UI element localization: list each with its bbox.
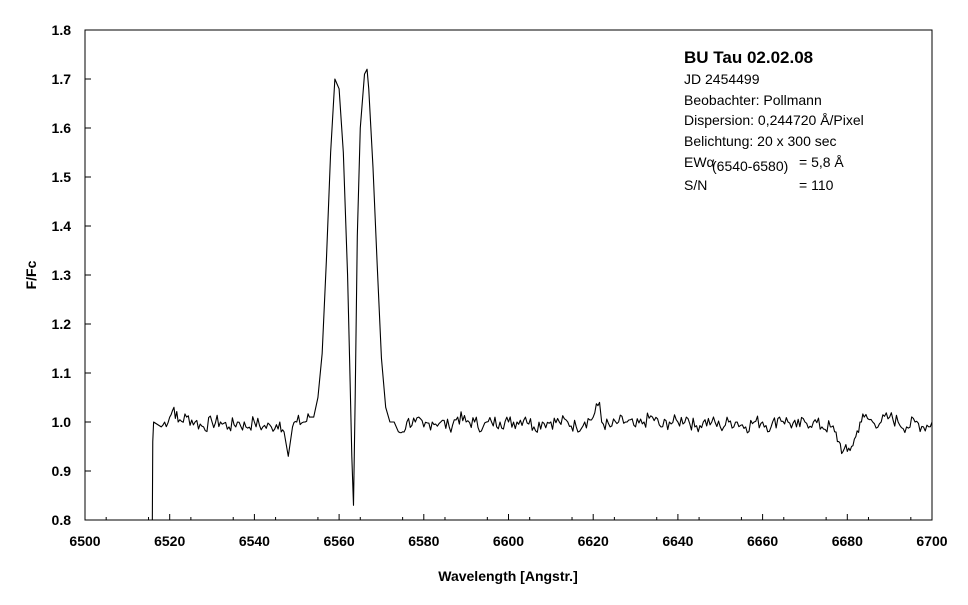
chart-title: BU Tau 02.02.08 xyxy=(684,48,813,67)
ew-label: EWα xyxy=(684,154,715,170)
x-tick-label: 6600 xyxy=(493,533,524,549)
y-tick-label: 1.1 xyxy=(52,365,72,381)
x-tick-label: 6620 xyxy=(578,533,609,549)
x-tick-label: 6680 xyxy=(832,533,863,549)
ew-range: (6540-6580) xyxy=(712,158,788,174)
x-axis: 6500 6520 6540 6560 6580 6600 6620 6640 6660 6680… xyxy=(69,514,948,549)
y-tick-label: 1.3 xyxy=(52,267,72,283)
x-tick-label: 6500 xyxy=(69,533,100,549)
x-tick-label: 6560 xyxy=(324,533,355,549)
y-tick-label: 1.6 xyxy=(52,120,72,136)
annotation-box: BU Tau 02.02.08 JD 2454499 Beobachter: P… xyxy=(684,48,864,193)
x-axis-title: Wavelength [Angstr.] xyxy=(438,568,578,584)
y-tick-label: 1.0 xyxy=(52,414,72,430)
x-tick-label: 6640 xyxy=(662,533,693,549)
x-tick-label: 6580 xyxy=(408,533,439,549)
y-tick-label: 1.2 xyxy=(52,316,72,332)
y-axis-title: F/Fc xyxy=(23,260,39,289)
y-tick-label: 1.7 xyxy=(52,71,72,87)
x-tick-label: 6540 xyxy=(239,533,270,549)
dispersion-text: Dispersion: 0,244720 Å/Pixel xyxy=(684,112,864,128)
y-tick-label: 1.4 xyxy=(52,218,72,234)
x-tick-label: 6660 xyxy=(747,533,778,549)
ew-value: = 5,8 Å xyxy=(799,154,844,170)
y-tick-label: 1.8 xyxy=(52,22,72,38)
exposure-text: Belichtung: 20 x 300 sec xyxy=(684,133,837,149)
y-tick-label: 0.9 xyxy=(52,463,72,479)
y-axis: 0.8 0.9 1.0 1.1 1.2 1.3 1.4 1.5 1.6 1.7 1.8 xyxy=(52,22,91,528)
sn-label: S/N xyxy=(684,177,707,193)
x-tick-label: 6520 xyxy=(154,533,185,549)
sn-value: = 110 xyxy=(799,177,834,193)
jd-text: JD 2454499 xyxy=(684,71,760,87)
observer-text: Beobachter: Pollmann xyxy=(684,92,822,108)
spectrum-line xyxy=(151,68,933,521)
y-tick-label: 0.8 xyxy=(52,512,72,528)
x-tick-label: 6700 xyxy=(916,533,947,549)
y-tick-label: 1.5 xyxy=(52,169,72,185)
